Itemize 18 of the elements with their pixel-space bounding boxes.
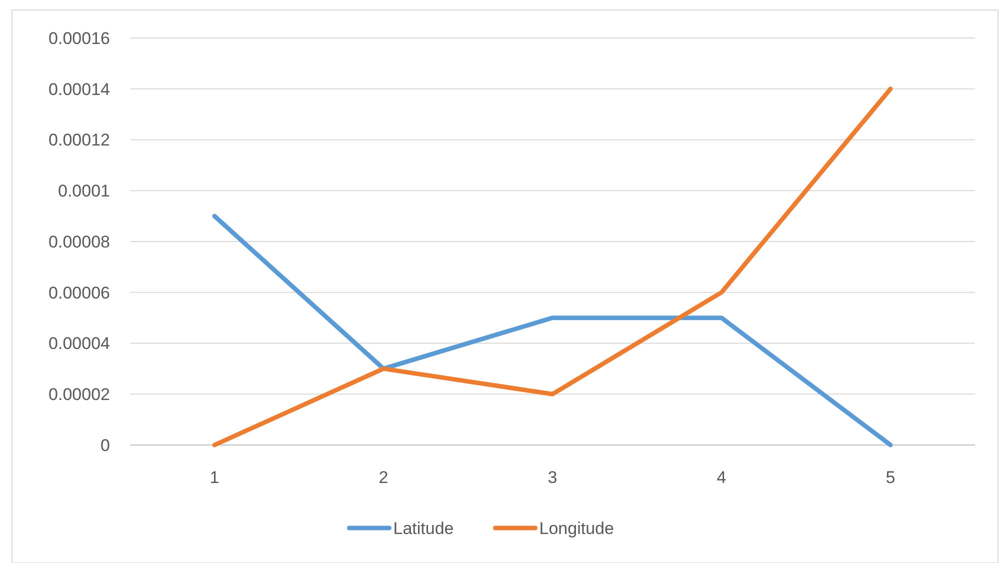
legend-label: Longitude (539, 518, 614, 538)
y-tick-label: 0.0001 (58, 182, 110, 201)
y-tick-label: 0 (100, 436, 110, 455)
line-series (212, 214, 893, 448)
y-tick-label: 0.00014 (48, 80, 110, 99)
y-tick-label: 0.00016 (48, 28, 110, 48)
y-tick-label: 0.00006 (48, 283, 110, 302)
legend-label: Latitude (393, 518, 454, 538)
x-tick-label: 2 (378, 468, 388, 487)
x-tick-label: 5 (886, 468, 896, 487)
y-tick-label: 0.00012 (48, 130, 110, 150)
y-tick-label: 0.00004 (48, 334, 110, 354)
x-tick-label: 1 (210, 468, 220, 487)
y-tick-label: 0.00002 (48, 385, 110, 404)
y-tick-label: 0.00008 (48, 232, 110, 252)
line-series (212, 86, 893, 448)
x-tick-label: 3 (548, 468, 558, 487)
x-tick-label: 4 (716, 468, 726, 487)
